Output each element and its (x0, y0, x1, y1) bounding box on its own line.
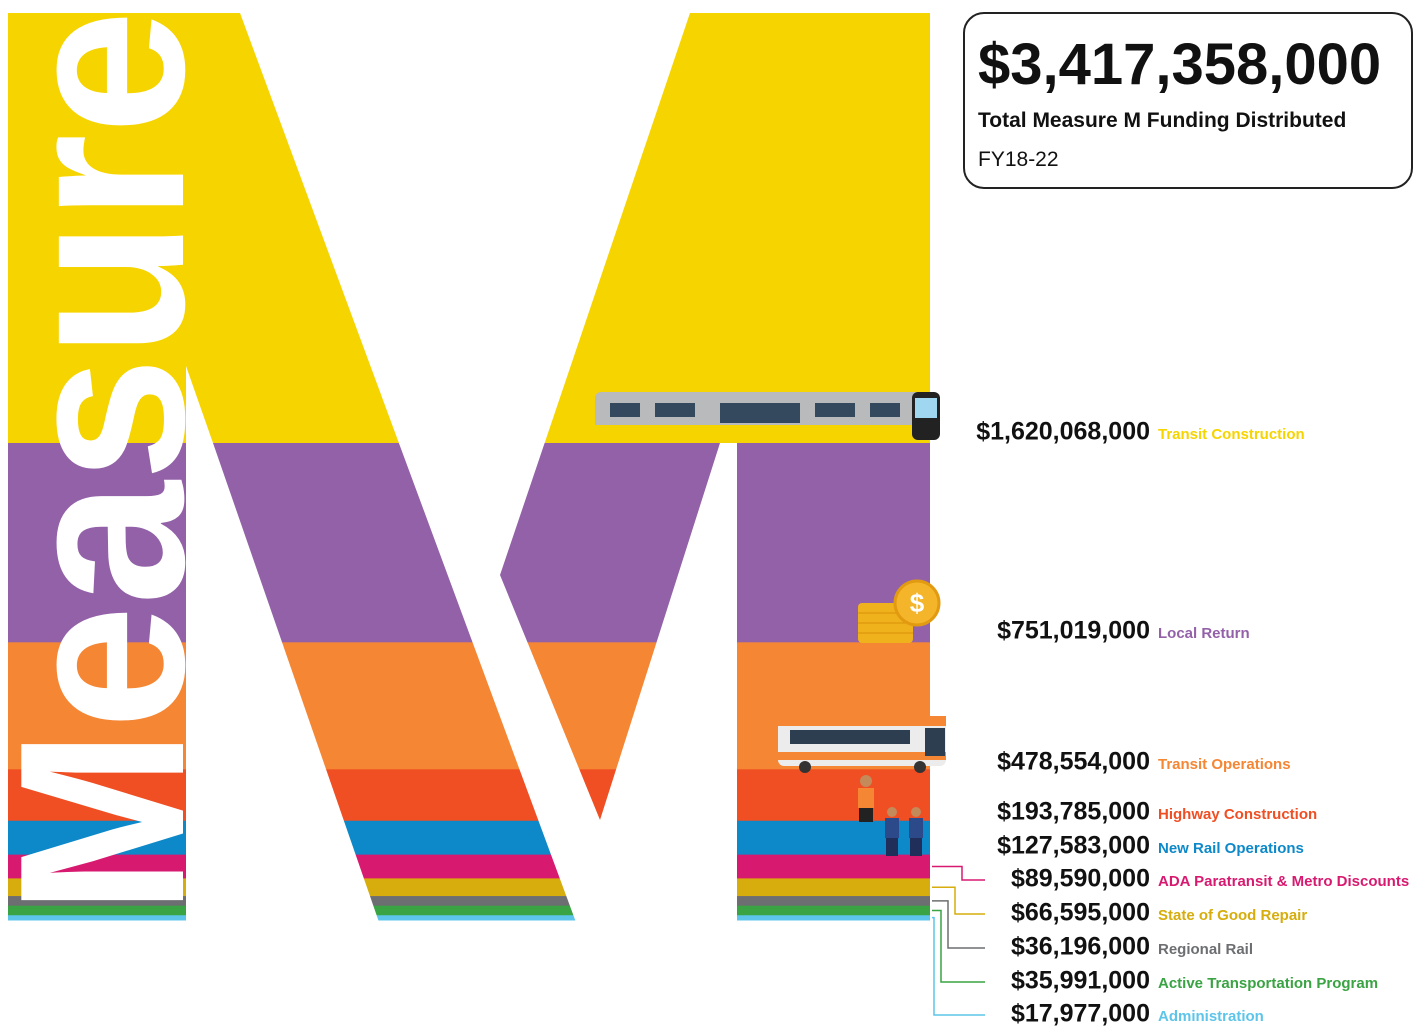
total-title: $3,417,358,000 (978, 32, 1381, 97)
category-label: Local Return (1158, 625, 1250, 642)
value-label: $36,196,000 (1011, 933, 1150, 961)
workers-icon (858, 775, 923, 856)
leader-line (932, 900, 985, 949)
total-box (963, 12, 1413, 189)
category-label: Highway Construction (1158, 806, 1317, 823)
coin-symbol: $ (910, 588, 925, 618)
category-label: Regional Rail (1158, 941, 1253, 958)
category-label: Administration (1158, 1008, 1264, 1025)
value-label: $193,785,000 (997, 798, 1150, 826)
leader-line (932, 909, 985, 983)
m-gap (240, 13, 737, 925)
leader-line (932, 865, 985, 881)
value-label: $478,554,000 (997, 748, 1150, 776)
value-label: $1,620,068,000 (976, 418, 1150, 446)
value-label: $751,019,000 (997, 617, 1150, 645)
subtitle: Total Measure M Funding Distributed (978, 109, 1346, 132)
labels: $1,620,068,000 Transit Construction $751,0… (932, 418, 1409, 1028)
leader-line (932, 886, 985, 915)
category-label: New Rail Operations (1158, 840, 1304, 857)
band (8, 854, 930, 879)
band (8, 820, 930, 856)
category-label: Active Transportation Program (1158, 975, 1378, 992)
m-gap (186, 366, 380, 925)
band (8, 896, 930, 907)
band (8, 769, 930, 822)
band (8, 905, 930, 916)
watermark: Measure (0, 10, 233, 915)
category-label: State of Good Repair (1158, 907, 1307, 924)
band (8, 642, 930, 770)
category-label: ADA Paratransit & Metro Discounts (1158, 873, 1409, 890)
bus-icon (778, 716, 946, 773)
coins-icon: $ (858, 579, 941, 643)
category-label: Transit Construction (1158, 426, 1305, 443)
leader-line (932, 916, 985, 1016)
train-icon (595, 392, 940, 440)
note: FY18-22 (978, 148, 1059, 171)
value-label: $127,583,000 (997, 832, 1150, 860)
band (8, 915, 930, 921)
value-label: $89,590,000 (1011, 865, 1150, 893)
value-label: $35,991,000 (1011, 967, 1150, 995)
value-label: $17,977,000 (1011, 1000, 1150, 1028)
category-label: Transit Operations (1158, 756, 1291, 773)
value-label: $66,595,000 (1011, 899, 1150, 927)
